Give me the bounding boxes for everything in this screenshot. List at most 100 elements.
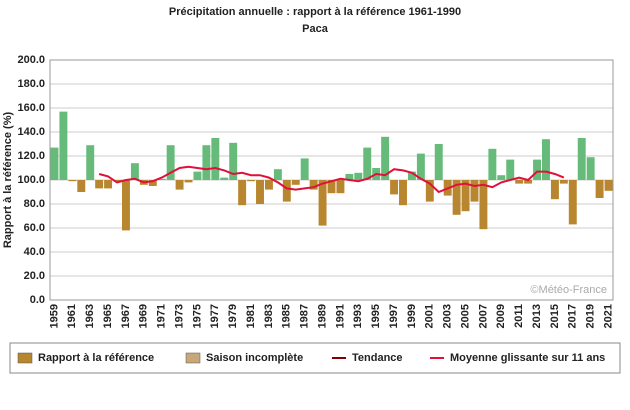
x-tick-label: 2009 [495, 304, 507, 328]
bar [157, 178, 166, 180]
bar [211, 138, 220, 180]
x-tick-label: 2017 [567, 304, 579, 328]
bar [229, 142, 238, 180]
bar [68, 180, 77, 182]
bar [354, 172, 363, 180]
bar [363, 147, 372, 180]
y-tick-label: 60.0 [24, 222, 45, 234]
y-tick-label: 120.0 [17, 150, 45, 162]
legend-label: Tendance [352, 352, 403, 364]
x-tick-label: 1985 [281, 304, 293, 328]
watermark: ©Météo-France [530, 284, 607, 296]
legend-label: Moyenne glissante sur 11 ans [450, 352, 605, 364]
bar [86, 145, 95, 180]
bar [282, 180, 291, 202]
bar [577, 138, 586, 180]
x-tick-label: 1991 [334, 304, 346, 328]
bar [273, 169, 282, 180]
x-tick-label: 2019 [585, 304, 597, 328]
y-tick-label: 140.0 [17, 126, 45, 138]
bar [130, 163, 139, 180]
bar [488, 148, 497, 180]
bar [175, 180, 184, 190]
x-tick-label: 1967 [120, 304, 132, 328]
x-tick-label: 2015 [549, 304, 561, 328]
bar [121, 180, 130, 231]
legend-swatch [17, 352, 33, 364]
x-tick-label: 1989 [316, 304, 328, 328]
bar [113, 180, 121, 182]
x-tick-label: 1983 [263, 304, 275, 328]
bar [50, 147, 59, 180]
bar [202, 145, 211, 180]
legend-label: Saison incomplète [206, 352, 303, 364]
bar [407, 171, 416, 180]
bar [479, 180, 488, 230]
x-tick-label: 2007 [477, 304, 489, 328]
bar [309, 180, 318, 190]
y-tick-label: 0.0 [30, 294, 45, 306]
x-tick-label: 1981 [245, 304, 257, 328]
x-tick-label: 1999 [406, 304, 418, 328]
legend-label: Rapport à la référence [38, 352, 154, 364]
y-tick-label: 180.0 [17, 78, 45, 90]
chart-title: Précipitation annuelle : rapport à la ré… [169, 6, 461, 18]
bar [461, 180, 470, 212]
bar [95, 180, 104, 189]
bar [470, 180, 479, 202]
bar [452, 180, 461, 215]
bar [148, 180, 157, 186]
x-tick-label: 2011 [513, 304, 525, 328]
bar [542, 139, 550, 180]
bar [291, 180, 300, 185]
x-tick-label: 2013 [531, 304, 543, 328]
bar [497, 175, 506, 180]
bar [318, 180, 327, 226]
y-tick-label: 200.0 [17, 54, 45, 66]
bar [399, 180, 407, 206]
bar [345, 174, 354, 180]
bar [238, 180, 247, 206]
x-tick-label: 1973 [173, 304, 185, 328]
x-tick-label: 1963 [84, 304, 96, 328]
x-tick-label: 1977 [209, 304, 221, 328]
plot-frame [49, 59, 614, 301]
y-tick-label: 40.0 [24, 246, 45, 258]
bar [264, 180, 273, 190]
x-tick-label: 2003 [442, 304, 454, 328]
bar [77, 180, 86, 192]
x-tick-label: 2021 [602, 304, 614, 328]
y-tick-label: 160.0 [17, 102, 45, 114]
bar [166, 145, 175, 180]
x-tick-label: 1979 [227, 304, 239, 328]
bar [220, 177, 229, 180]
bar [59, 111, 68, 180]
bar [193, 171, 202, 180]
x-tick-label: 2001 [424, 304, 436, 328]
bar [300, 158, 309, 180]
bar [425, 180, 434, 202]
bar [559, 180, 568, 184]
y-tick-label: 20.0 [24, 270, 45, 282]
y-tick-label: 100.0 [17, 174, 45, 186]
x-tick-label: 1997 [388, 304, 400, 328]
bar [604, 180, 613, 191]
legend-box [9, 342, 621, 374]
bar [550, 180, 559, 200]
x-tick-label: 1971 [156, 304, 168, 328]
x-tick-label: 1995 [370, 304, 382, 328]
moving-average-line [98, 165, 565, 194]
bar [595, 180, 604, 198]
y-axis-label: Rapport à la référence (%) [2, 112, 14, 249]
bar [327, 180, 336, 194]
bar [381, 136, 390, 180]
x-tick-label: 1987 [299, 304, 311, 328]
bar [524, 180, 533, 184]
bar [434, 144, 443, 180]
x-tick-label: 2005 [459, 304, 471, 328]
x-tick-label: 1965 [102, 304, 114, 328]
bar [416, 153, 425, 180]
bar [533, 159, 542, 180]
bar [336, 180, 345, 194]
